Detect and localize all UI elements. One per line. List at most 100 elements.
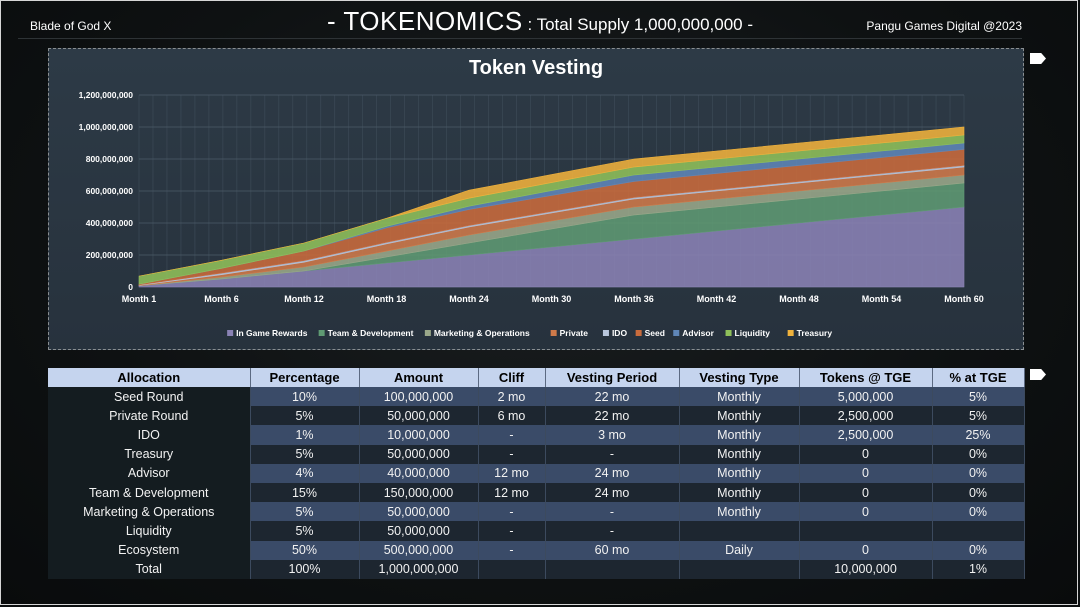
table-cell: 10,000,000 [799,559,933,579]
legend-swatch [424,330,431,336]
legend-swatch [227,330,234,336]
table-cell: 4% [250,463,360,483]
header-divider [18,38,1022,39]
table-cell: Treasury [48,444,251,464]
x-tick-label: Month 24 [449,294,489,304]
table-cell: 0% [932,502,1025,522]
table-cell: Advisor [48,463,251,483]
table-cell: 0 [799,482,933,503]
table-cell: 0% [932,482,1025,503]
table-cell: 0 [799,502,933,522]
legend-label: In Game Rewards [236,328,308,338]
table-cell: 500,000,000 [359,540,479,560]
allocation-table: Allocation Percentage Amount Cliff Vesting P… [48,368,1025,579]
table-cell: 100,000,000 [359,387,479,407]
table-cell: IDO [48,425,251,445]
y-tick-label: 800,000,000 [86,154,134,164]
table-cell: 3 mo [545,425,680,445]
table-cell [679,559,800,579]
column-header: Percentage [250,368,360,387]
table-cell: - [478,540,546,560]
table-cell: 22 mo [545,387,680,407]
table-cell: 22 mo [545,406,680,426]
table-cell: 5% [932,406,1025,426]
table-row: Advisor 4% 40,000,000 12 mo 24 mo Monthly 0 0% [48,463,1025,483]
table-row: IDO 1% 10,000,000-3 mo Monthly 2,500,000 25% [48,425,1025,445]
table-cell: 0% [932,540,1025,560]
table-cell: 0% [932,444,1025,464]
table-cell: 0% [932,463,1025,483]
table-cell: Total [48,559,251,579]
column-header: Vesting Period [545,368,680,387]
table-cell: 50,000,000 [359,406,479,426]
table-cell: 5,000,000 [799,387,933,407]
table-cell [478,559,546,579]
x-tick-label: Month 60 [944,294,984,304]
table-row: Marketing & Operations 5% 50,000,000- - Mont… [48,502,1025,522]
page-title: - TOKENOMICS : Total Supply 1,000,000,00… [0,6,1080,37]
table-cell: - [545,444,680,464]
page-title-subtitle: : Total Supply 1,000,000,000 - [522,15,754,34]
table-cell: 150,000,000 [359,482,479,503]
y-tick-label: 600,000,000 [86,186,134,196]
x-tick-label: Month 42 [697,294,737,304]
table-cell: 5% [932,387,1025,407]
table-cell: - [478,444,546,464]
table-cell: 50,000,000 [359,502,479,522]
y-tick-label: 0 [128,282,133,292]
flag-icon [1030,53,1046,64]
legend-swatch [673,330,680,336]
legend-swatch [635,330,642,336]
table-cell: 40,000,000 [359,463,479,483]
table-cell: 24 mo [545,463,680,483]
x-tick-label: Month 18 [367,294,407,304]
legend-swatch [602,330,609,336]
table-cell: Monthly [679,482,800,503]
table-cell: 1% [250,425,360,445]
vesting-chart-panel: Token Vesting 0 200,000,000 400,000,000 600… [48,48,1024,350]
table-cell: 25% [932,425,1025,445]
y-tick-label: 400,000,000 [86,218,134,228]
table-cell: Monthly [679,502,800,522]
column-header: Cliff [478,368,546,387]
table-row: Team & Development 15% 150,000,000 12 mo 24 … [48,482,1025,503]
x-tick-label: Month 48 [779,294,819,304]
y-tick-label: 1,200,000,000 [79,90,134,100]
area-series-8 [138,126,965,277]
legend-label: IDO [612,328,628,338]
x-tick-label: Month 54 [862,294,902,304]
table-cell [799,521,933,541]
column-header: Allocation [48,368,251,387]
header-publisher: Pangu Games Digital @2023 [866,19,1022,33]
x-tick-label: Month 12 [284,294,324,304]
x-tick-label: Month 30 [532,294,572,304]
vesting-chart: 0 200,000,000 400,000,000 600,000,000 800,00… [79,90,984,338]
table-cell: 15% [250,482,360,503]
legend-label: Seed [645,328,665,338]
column-header: Tokens @ TGE [799,368,933,387]
table-cell: 1,000,000,000 [359,559,479,579]
table-cell: - [545,502,680,522]
table-cell: Monthly [679,387,800,407]
table-cell: Monthly [679,425,800,445]
table-cell: 12 mo [478,482,546,503]
table-cell: 0 [799,540,933,560]
table-cell: - [545,521,680,541]
table-cell: Marketing & Operations [48,502,251,522]
legend-swatch [550,330,557,336]
legend-swatch [318,330,325,336]
table-cell: 50% [250,540,360,560]
table-cell: 24 mo [545,482,680,503]
table-cell: 10% [250,387,360,407]
table-cell: 60 mo [545,540,680,560]
table-cell: 0 [799,463,933,483]
table-cell: 10,000,000 [359,425,479,445]
legend-swatch [787,330,794,336]
table-row: Ecosystem 50% 500,000,000-60 mo Daily 0 0% [48,540,1025,560]
table-cell: Seed Round [48,387,251,407]
y-tick-label: 200,000,000 [86,250,134,260]
table-cell: 50,000,000 [359,521,479,541]
table-cell [932,521,1025,541]
table-cell: 100% [250,559,360,579]
table-cell: - [478,502,546,522]
